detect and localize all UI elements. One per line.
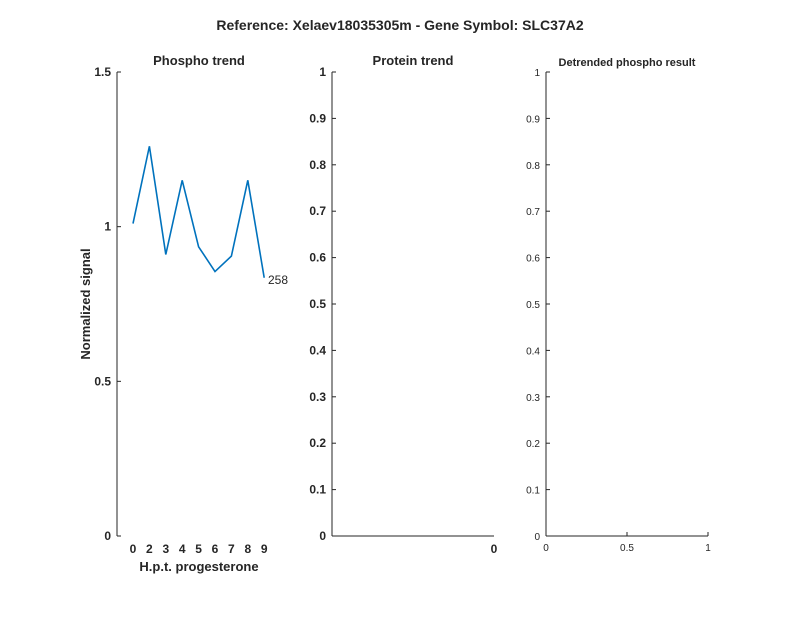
detrended-x-tick-label: 1 [705, 543, 711, 554]
detrended-y-tick-label: 1 [534, 68, 540, 79]
phospho-x-tick-label: 7 [228, 542, 235, 556]
protein-y-tick-label: 1 [319, 65, 326, 79]
detrended-y-tick-label: 0.1 [526, 486, 540, 497]
detrended-y-ticks: 0 0.1 0.2 0.3 0.4 0.5 0.6 0.7 0.8 0.9 1 [526, 68, 550, 543]
phospho-x-tick-label: 4 [179, 542, 186, 556]
phospho-y-ticks: 0 0.5 1 1.5 [94, 65, 121, 543]
protein-y-tick-label: 0 [319, 529, 326, 543]
phospho-x-tick-label: 3 [162, 542, 169, 556]
panel-detrended-phospho: Detrended phospho result 0 0.1 0.2 0.3 0.4 0.… [526, 57, 711, 554]
phospho-x-tick-label: 6 [212, 542, 219, 556]
protein-y-tick-label: 0.3 [309, 390, 326, 404]
phospho-series-line [132, 146, 265, 278]
phospho-x-tick-label: 0 [130, 542, 137, 556]
detrended-y-tick-label: 0.4 [526, 346, 540, 357]
phospho-annotation: 258 [268, 273, 288, 287]
protein-y-tick-label: 0.7 [309, 204, 326, 218]
phospho-x-label: H.p.t. progesterone [139, 559, 258, 574]
protein-y-tick-label: 0.4 [309, 343, 326, 357]
detrended-x-tick-label: 0.5 [620, 543, 634, 554]
phospho-y-tick-label: 0.5 [94, 374, 111, 388]
detrended-title: Detrended phospho result [559, 57, 696, 69]
detrended-y-tick-label: 0 [534, 532, 540, 543]
detrended-y-tick-label: 0.9 [526, 114, 540, 125]
protein-y-tick-label: 0.5 [309, 297, 326, 311]
figure-suptitle: Reference: Xelaev18035305m - Gene Symbol… [216, 17, 584, 33]
protein-y-tick-label: 0.1 [309, 483, 326, 497]
detrended-y-tick-label: 0.3 [526, 393, 540, 404]
phospho-y-label: Normalized signal [78, 248, 93, 359]
protein-y-tick-label: 0.9 [309, 111, 326, 125]
phospho-y-tick-label: 0 [104, 529, 111, 543]
phospho-x-tick-label: 8 [244, 542, 251, 556]
detrended-y-tick-label: 0.7 [526, 207, 540, 218]
protein-y-tick-label: 0.2 [309, 436, 326, 450]
detrended-y-tick-label: 0.6 [526, 254, 540, 265]
protein-y-ticks: 0 0.1 0.2 0.3 0.4 0.5 0.6 0.7 0.8 0.9 1 [309, 65, 336, 543]
phospho-x-tick-label: 9 [261, 542, 268, 556]
phospho-y-tick-label: 1 [104, 220, 111, 234]
protein-title: Protein trend [373, 53, 454, 68]
phospho-x-tick-label: 2 [146, 542, 153, 556]
detrended-y-tick-label: 0.8 [526, 161, 540, 172]
protein-y-tick-label: 0.8 [309, 158, 326, 172]
phospho-x-tick-label: 5 [195, 542, 202, 556]
protein-x-tick-label: 0 [491, 542, 498, 556]
protein-y-tick-label: 0.6 [309, 251, 326, 265]
phospho-y-tick-label: 1.5 [94, 65, 111, 79]
detrended-y-tick-label: 0.2 [526, 439, 540, 450]
panel-protein-trend: Protein trend 00.10.20.30.40.50.60.70.80… [309, 53, 497, 556]
detrended-x-ticks: 0 0.5 1 [543, 532, 711, 554]
phospho-title: Phospho trend [153, 53, 245, 68]
detrended-y-tick-label: 0.5 [526, 300, 540, 311]
detrended-x-tick-label: 0 [543, 543, 549, 554]
